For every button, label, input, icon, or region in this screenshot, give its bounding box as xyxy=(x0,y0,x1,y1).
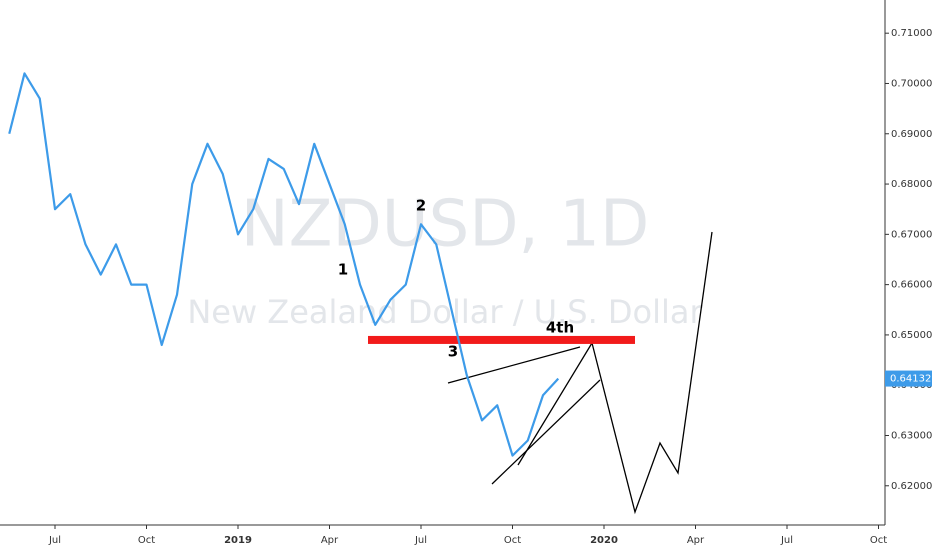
x-tick-label: Oct xyxy=(870,535,887,546)
trendline xyxy=(517,342,593,466)
watermark: NZDUSD, 1D xyxy=(241,188,649,262)
annotation: 2 xyxy=(416,197,426,215)
annotation: 3 xyxy=(448,343,458,361)
y-tick-label: 0.66000 xyxy=(891,280,932,291)
x-tick-label: 2020 xyxy=(590,535,618,546)
y-tick-label: 0.68000 xyxy=(891,179,932,190)
x-tick-label: Jul xyxy=(414,535,427,546)
last-price-tag xyxy=(885,370,932,387)
y-tick-label: 0.62000 xyxy=(891,481,932,492)
annotation: 1 xyxy=(338,261,348,279)
trendline xyxy=(491,379,601,485)
y-tick-label: 0.65000 xyxy=(891,330,932,341)
x-tick-label: Apr xyxy=(687,535,705,546)
y-tick-label: 0.69000 xyxy=(891,129,932,140)
resistance-zone xyxy=(368,335,635,344)
annotation: 4th xyxy=(546,319,574,337)
price-line xyxy=(8,72,560,457)
projection xyxy=(447,231,713,515)
last-price-label: 0.64132 xyxy=(890,374,931,385)
y-tick-label: 0.67000 xyxy=(891,229,932,240)
x-tick-label: Jul xyxy=(48,535,61,546)
x-tick-label: Apr xyxy=(321,535,339,546)
y-tick-label: 0.63000 xyxy=(891,430,932,441)
trendline xyxy=(447,346,581,384)
x-tick-label: 2019 xyxy=(224,535,252,546)
watermark-subtitle: New Zealand Dollar / U.S. Dollar xyxy=(187,293,703,331)
x-tick-label: Oct xyxy=(138,535,155,546)
x-tick-label: Jul xyxy=(780,535,793,546)
y-tick-label: 0.70000 xyxy=(891,78,932,89)
y-tick-label: 0.71000 xyxy=(891,28,932,39)
x-tick-label: Oct xyxy=(504,535,521,546)
projection-path xyxy=(591,231,713,515)
